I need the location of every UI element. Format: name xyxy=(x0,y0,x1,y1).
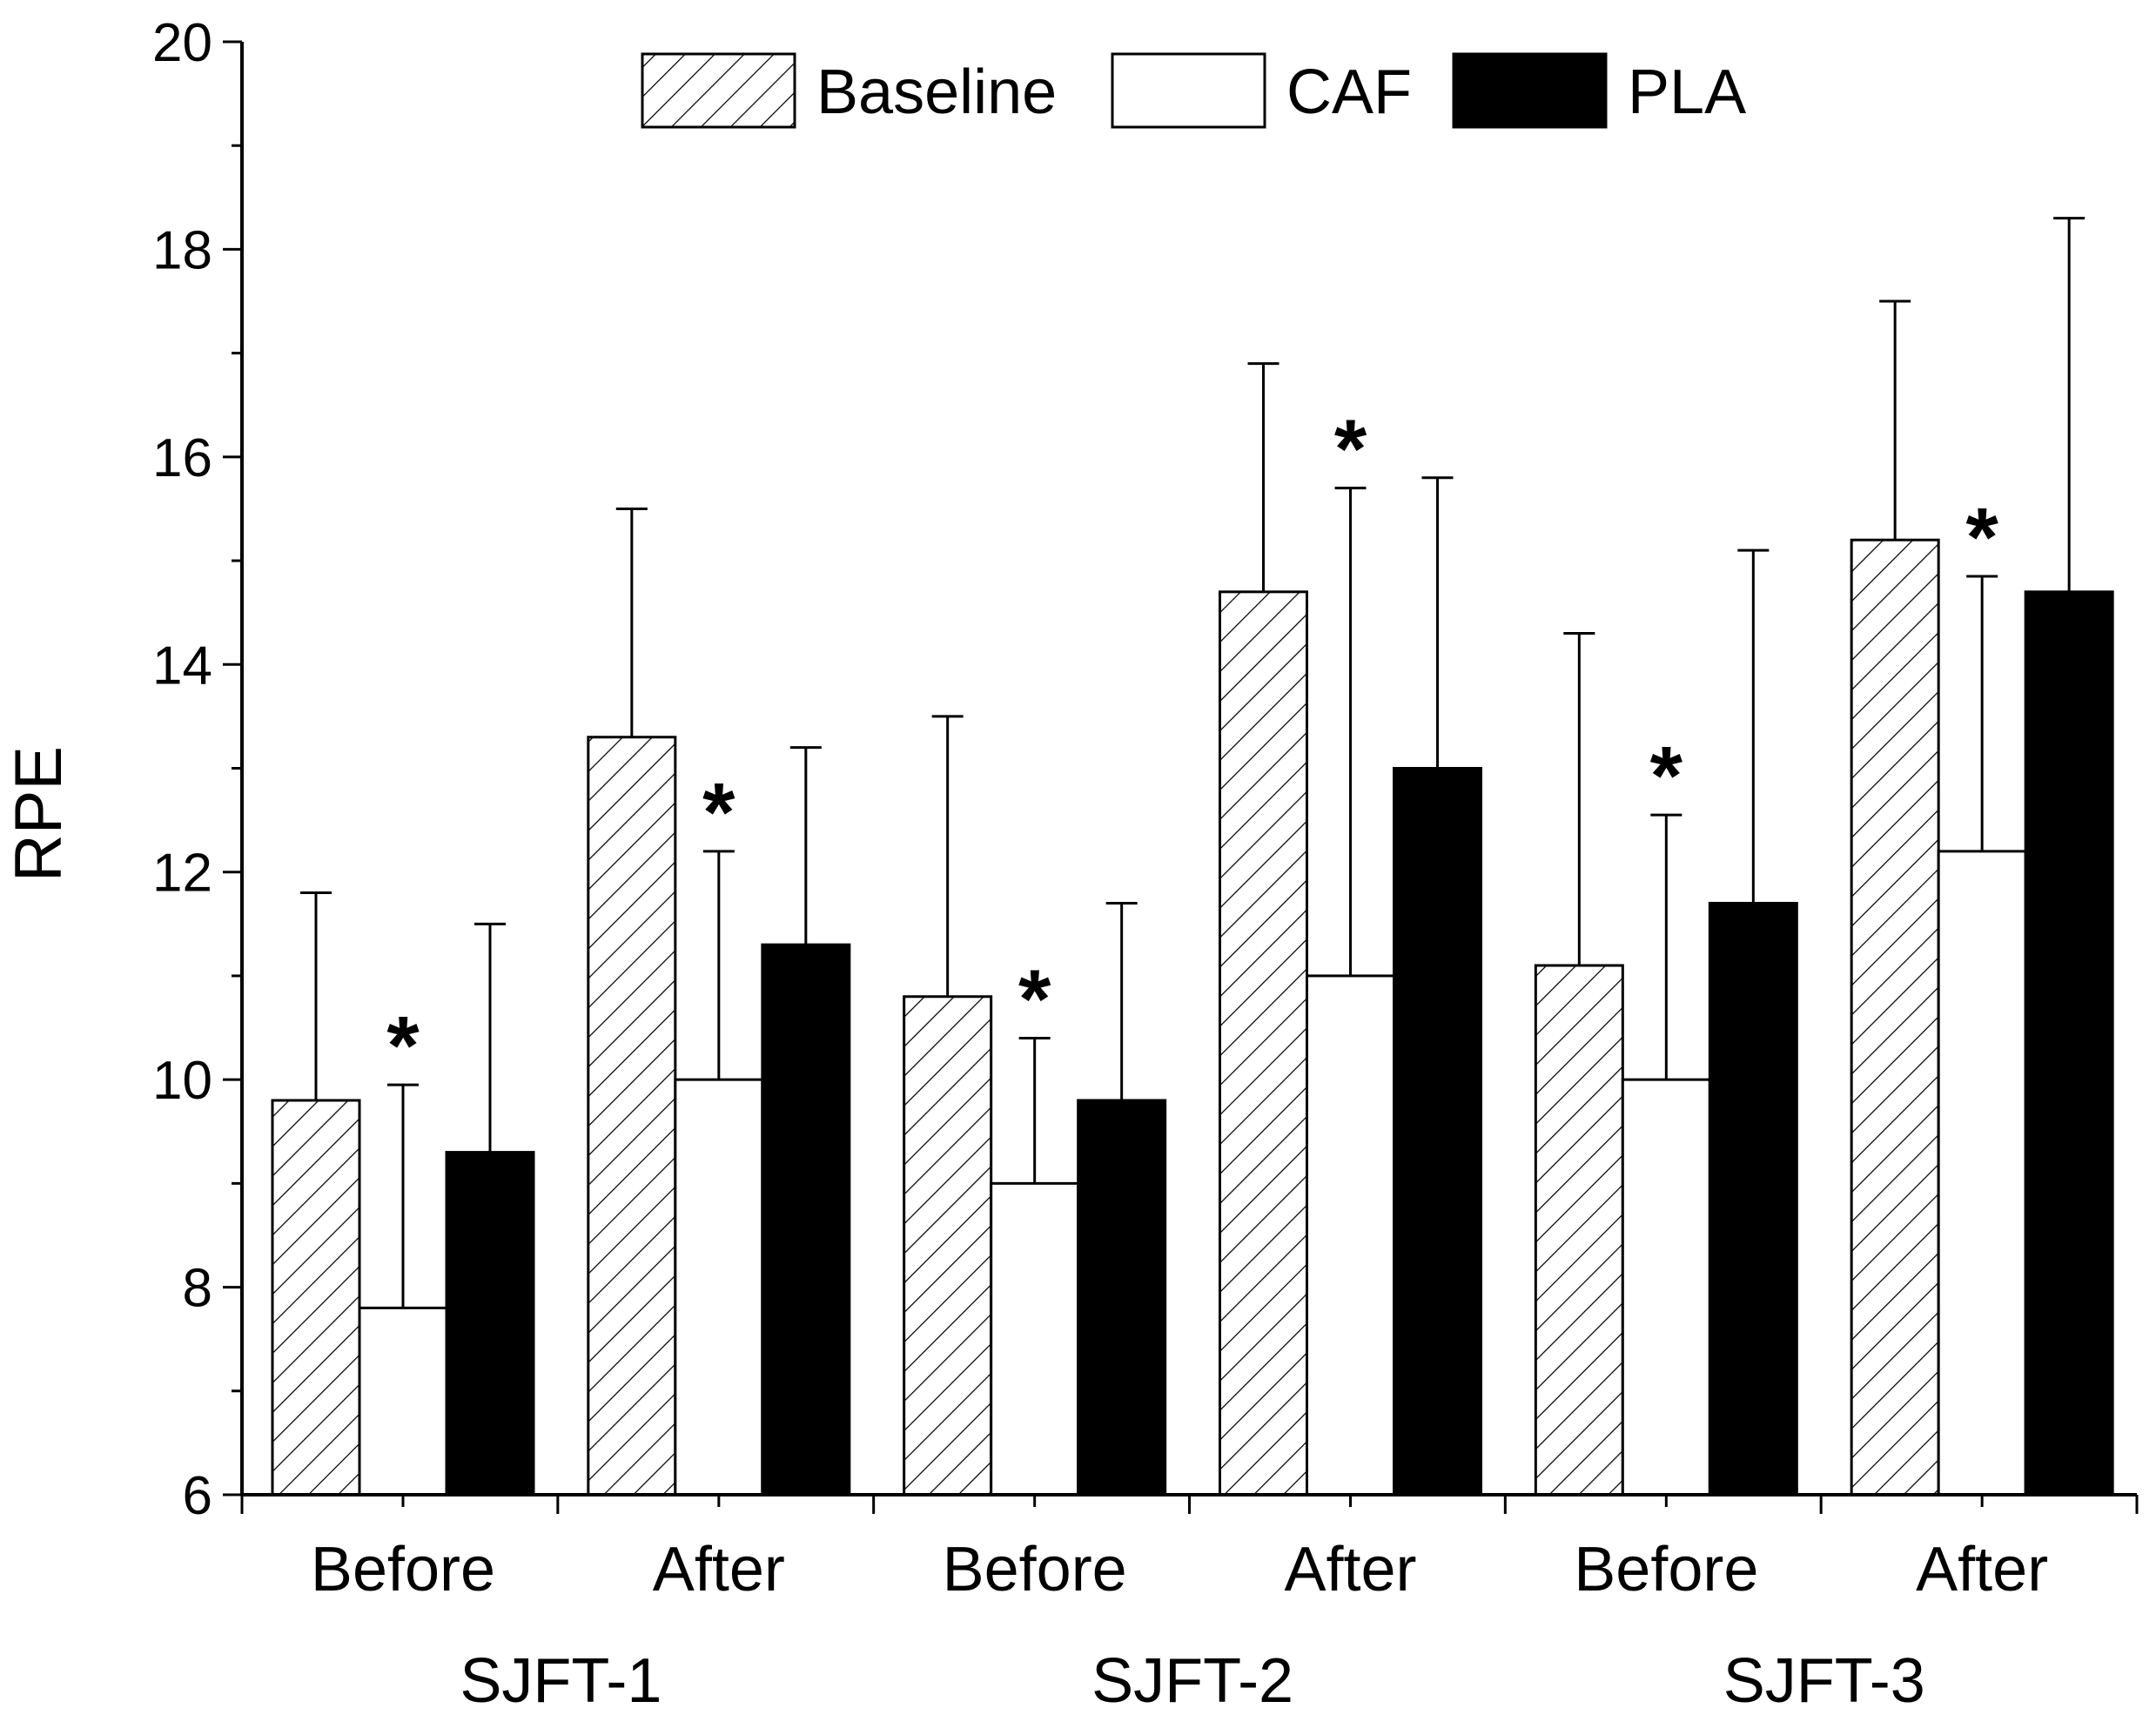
y-tick-label: 12 xyxy=(152,844,212,904)
x-category-label: After xyxy=(1916,1535,2048,1604)
y-tick-label: 8 xyxy=(183,1259,212,1319)
bar-baseline-2 xyxy=(903,995,993,1496)
bar-caf-5 xyxy=(1937,850,2027,1496)
y-tick-label: 10 xyxy=(152,1051,212,1111)
y-tick-label: 14 xyxy=(152,636,212,696)
y-tick-label: 16 xyxy=(152,428,212,488)
legend-label-caf: CAF xyxy=(1286,57,1412,127)
x-group-label: SJFT-2 xyxy=(1091,1646,1293,1715)
bar-pla-4 xyxy=(1708,901,1798,1496)
bar-baseline-5 xyxy=(1850,538,1940,1496)
legend-swatch-baseline xyxy=(641,52,796,129)
bar-caf-2 xyxy=(990,1181,1080,1496)
bar-caf-1 xyxy=(674,1078,764,1496)
legend-label-pla: PLA xyxy=(1628,57,1746,127)
significance-star: * xyxy=(1650,730,1683,823)
plot-area: * * * * * * 6 8 10 12 14 16 18 20 Before After Before Aft… xyxy=(152,13,2139,1715)
bar-baseline-3 xyxy=(1219,590,1308,1496)
y-tick-label: 20 xyxy=(152,13,212,73)
x-category-label: After xyxy=(653,1535,785,1604)
x-category-label: Before xyxy=(311,1535,495,1604)
significance-star: * xyxy=(1018,952,1051,1046)
x-category-label: After xyxy=(1284,1535,1416,1604)
y-axis-label: RPE xyxy=(2,746,76,882)
bar-baseline-0 xyxy=(271,1099,361,1496)
legend-swatch-pla xyxy=(1452,52,1608,129)
bar-caf-0 xyxy=(358,1306,448,1496)
significance-star: * xyxy=(1334,403,1367,496)
bar-baseline-1 xyxy=(587,736,677,1496)
y-tick-label: 18 xyxy=(152,220,212,280)
significance-star: * xyxy=(702,766,735,859)
x-group-label: SJFT-1 xyxy=(460,1646,662,1715)
legend-swatch-caf xyxy=(1111,52,1266,129)
bar-pla-3 xyxy=(1393,767,1482,1496)
x-category-label: Before xyxy=(943,1535,1127,1604)
bar-baseline-4 xyxy=(1534,964,1624,1496)
legend: Baseline CAF PLA xyxy=(641,52,1746,129)
bar-pla-5 xyxy=(2024,590,2114,1496)
significance-star: * xyxy=(1965,491,1998,584)
bar-pla-1 xyxy=(761,943,851,1496)
significance-star: * xyxy=(386,999,420,1093)
x-category-label: Before xyxy=(1574,1535,1758,1604)
bar-caf-4 xyxy=(1621,1078,1711,1496)
x-group-label: SJFT-3 xyxy=(1723,1646,1925,1715)
bar-caf-3 xyxy=(1306,974,1395,1496)
y-tick-label: 6 xyxy=(183,1466,212,1526)
legend-label-baseline: Baseline xyxy=(816,57,1057,127)
bar-pla-2 xyxy=(1077,1099,1167,1496)
bar-pla-0 xyxy=(445,1151,535,1496)
